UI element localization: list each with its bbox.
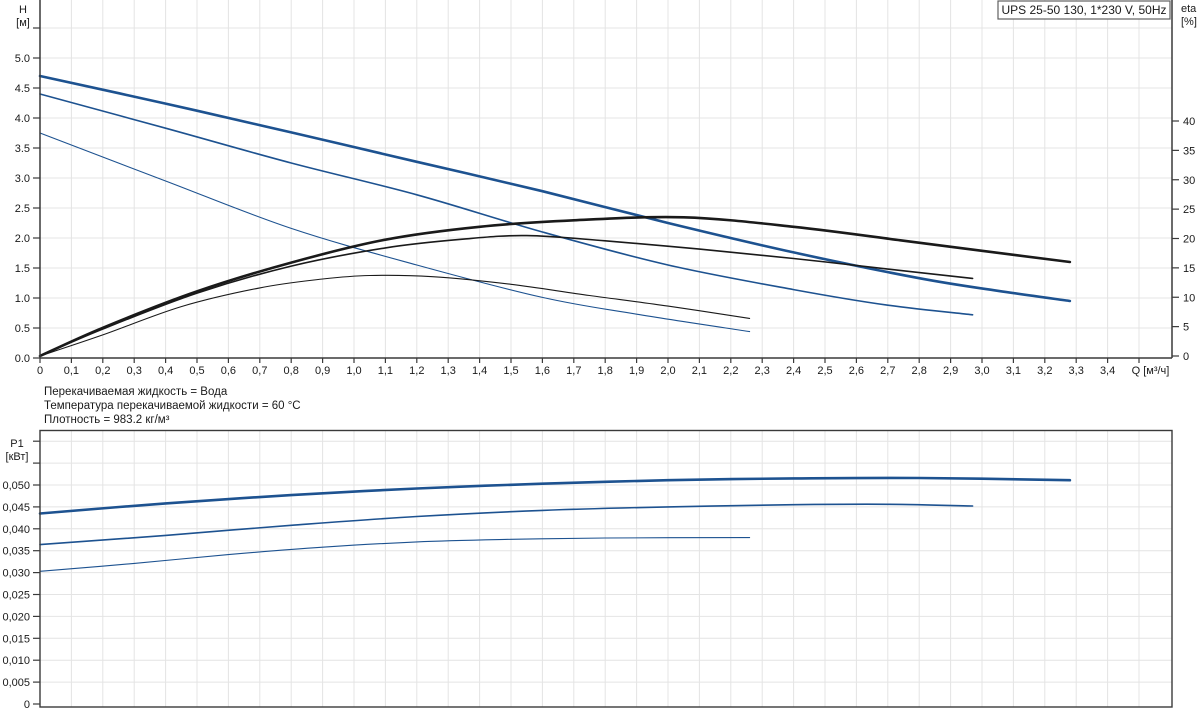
annotation-line: Перекачиваемая жидкость = Вода	[44, 386, 228, 398]
chart-title: UPS 25-50 130, 1*230 V, 50Hz	[1001, 3, 1166, 17]
h-axis-unit: [м]	[16, 17, 30, 29]
q-tick-label: 1,2	[409, 365, 424, 377]
q-tick-label: 2,2	[723, 365, 738, 377]
h-tick-label: 1.5	[15, 263, 30, 275]
curve-head-speed-1	[39, 132, 751, 333]
q-tick-label: 1,5	[503, 365, 518, 377]
curve-efficiency-speed-3	[38, 215, 1072, 358]
p1-tick-label: 0,040	[2, 524, 30, 536]
q-tick-label: 0	[37, 365, 43, 377]
annotations: Перекачиваемая жидкость = Вода Температур…	[44, 386, 301, 426]
curve-power-speed-1	[39, 537, 751, 572]
q-tick-label: 1,0	[346, 365, 361, 377]
q-tick-label: 3,1	[1006, 365, 1021, 377]
curve-power-speed-3	[38, 476, 1072, 515]
q-tick-label: 2,8	[912, 365, 927, 377]
h-tick-label: 3.0	[15, 173, 30, 185]
q-tick-label: 2,4	[786, 365, 801, 377]
q-tick-label: 2,7	[880, 365, 895, 377]
q-tick-label: 1,3	[441, 365, 456, 377]
h-tick-label: 4.0	[15, 113, 30, 125]
p1-axis-unit: [кВт]	[6, 451, 29, 463]
eta-tick-label: 15	[1183, 263, 1195, 275]
q-tick-label: 2,5	[817, 365, 832, 377]
p1-tick-label: 0,050	[2, 480, 30, 492]
h-tick-label: 3.5	[15, 143, 30, 155]
eta-tick-label: 0	[1183, 351, 1189, 363]
eta-tick-label: 35	[1183, 145, 1195, 157]
q-tick-label: 2,0	[660, 365, 675, 377]
eta-tick-label: 20	[1183, 234, 1195, 246]
p1-tick-label: 0,005	[2, 677, 30, 689]
title-box-frame	[997, 0, 1171, 20]
q-tick-label: 0,3	[127, 365, 142, 377]
eta-tick-label: 5	[1183, 322, 1189, 334]
q-tick-label: 0,4	[158, 365, 173, 377]
title-box: UPS 25-50 130, 1*230 V, 50Hz	[997, 0, 1171, 20]
p1-tick-label: 0,030	[2, 568, 30, 580]
q-tick-label: 3,3	[1069, 365, 1084, 377]
p1-axis-name: P1	[10, 438, 23, 450]
annotation-line: Плотность = 983.2 кг/м³	[44, 414, 170, 426]
q-tick-label: 2,1	[692, 365, 707, 377]
q-tick-label: 3,2	[1037, 365, 1052, 377]
p1-tick-label: 0,045	[2, 502, 30, 514]
h-tick-label: 2.0	[15, 233, 30, 245]
eta-tick-label: 25	[1183, 204, 1195, 216]
q-tick-label: 2,6	[849, 365, 864, 377]
q-tick-label: 1,6	[535, 365, 550, 377]
q-tick-label: 0,8	[284, 365, 299, 377]
p1-tick-label: 0,010	[2, 655, 30, 667]
eta-tick-label: 40	[1183, 116, 1195, 128]
eta-axis-unit: [%]	[1181, 16, 1197, 28]
q-tick-label: 3,4	[1100, 365, 1115, 377]
curve-head-speed-3	[38, 74, 1072, 303]
eta-tick-label: 10	[1183, 292, 1195, 304]
eta-axis-name: eta	[1181, 3, 1197, 15]
q-tick-label: 0,7	[252, 365, 267, 377]
p1-tick-label: 0,025	[2, 590, 30, 602]
q-tick-label: 2,3	[755, 365, 770, 377]
eta-tick-label: 30	[1183, 175, 1195, 187]
bottom-chart-border	[39, 429, 1173, 708]
q-tick-label: 1,4	[472, 365, 487, 377]
q-tick-label: 0,1	[64, 365, 79, 377]
q-axis-unit-label: Q [м³/ч]	[1132, 365, 1170, 377]
axes: 0.0 0.5 1.0 1.5 2.0 2.5 3.0 3.5 4.0 4.5 5.0 0 5 10 15 2…	[2, 0, 1197, 711]
q-tick-label: 0,6	[221, 365, 236, 377]
q-tick-label: 0,2	[95, 365, 110, 377]
curves	[38, 74, 1072, 572]
h-tick-label: 2.5	[15, 203, 30, 215]
h-tick-label: 4.5	[15, 83, 30, 95]
h-tick-label: 1.0	[15, 293, 30, 305]
p1-tick-label: 0,015	[2, 633, 30, 645]
curve-efficiency-speed-1	[39, 274, 751, 357]
curve-power-speed-2	[39, 503, 974, 546]
q-tick-label: 1,9	[629, 365, 644, 377]
curve-head-speed-2	[39, 93, 974, 316]
h-tick-label: 5.0	[15, 53, 30, 65]
h-tick-label: 0.5	[15, 323, 30, 335]
curve-efficiency-speed-2	[39, 234, 974, 357]
h-tick-label: 0.0	[15, 353, 30, 365]
p1-tick-label: 0	[24, 699, 30, 711]
annotation-line: Температура перекачиваемой жидкости = 60…	[44, 400, 301, 412]
q-tick-label: 0,5	[189, 365, 204, 377]
gridlines	[40, 0, 1172, 707]
h-axis-name: H	[19, 4, 27, 16]
q-tick-label: 1,8	[598, 365, 613, 377]
q-tick-label: 1,7	[566, 365, 581, 377]
q-tick-label: 2,9	[943, 365, 958, 377]
p1-tick-label: 0,020	[2, 611, 30, 623]
q-tick-label: 0,9	[315, 365, 330, 377]
p1-tick-label: 0,035	[2, 546, 30, 558]
q-tick-label: 3,0	[974, 365, 989, 377]
q-tick-label: 1,1	[378, 365, 393, 377]
